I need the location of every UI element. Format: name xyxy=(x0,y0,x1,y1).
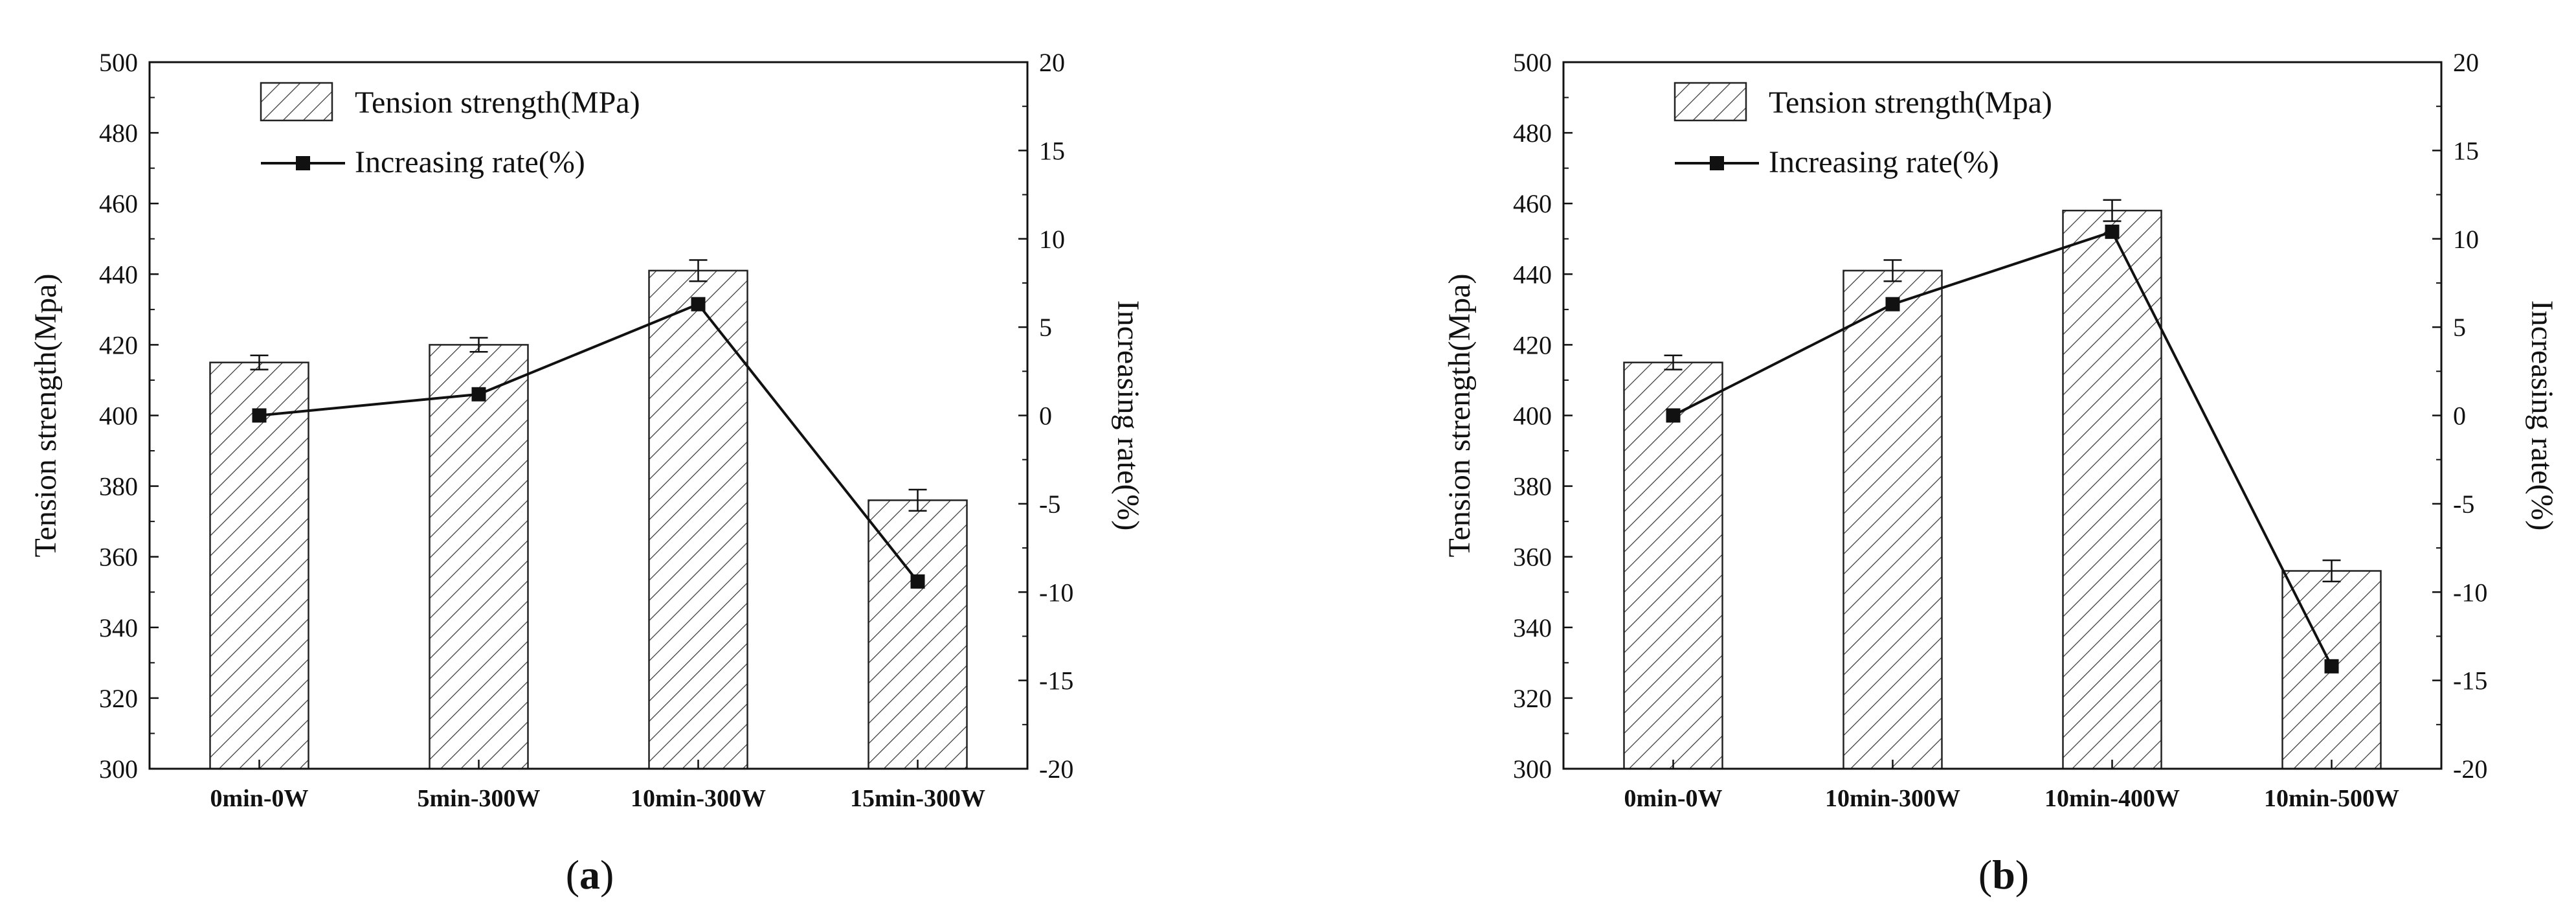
left-tick-label: 320 xyxy=(1513,684,1552,713)
line-point xyxy=(252,408,267,423)
right-tick-label: -10 xyxy=(1039,578,1073,607)
left-tick-label: 320 xyxy=(99,684,138,713)
right-tick-label: -10 xyxy=(2453,578,2487,607)
panel-label: (b) xyxy=(1978,852,2029,898)
right-tick-label: -20 xyxy=(2453,754,2487,784)
x-tick-label: 0min-0W xyxy=(210,785,309,812)
left-tick-label: 300 xyxy=(1513,754,1552,784)
line-point xyxy=(2324,659,2339,674)
right-tick-label: 5 xyxy=(2453,313,2466,342)
x-tick-label: 10min-400W xyxy=(2044,785,2180,812)
legend-line-marker xyxy=(296,156,310,170)
left-tick-label: 380 xyxy=(99,472,138,501)
left-tick-label: 460 xyxy=(99,189,138,218)
panel-paren-open: ( xyxy=(1978,852,1992,898)
x-tick-label: 0min-0W xyxy=(1624,785,1723,812)
left-tick-label: 460 xyxy=(1513,189,1552,218)
right-tick-label: 20 xyxy=(2453,48,2479,77)
left-tick-label: 360 xyxy=(99,543,138,572)
left-tick-label: 340 xyxy=(1513,613,1552,642)
y-axis-right-title: Increasing rate(%) xyxy=(2525,301,2559,531)
right-tick-label: 20 xyxy=(1039,48,1065,77)
bar xyxy=(1842,269,1943,770)
right-tick-label: -15 xyxy=(1039,666,1073,696)
right-tick-label: 10 xyxy=(2453,225,2479,254)
left-tick-label: 500 xyxy=(99,48,138,77)
legend-line-label: Increasing rate(%) xyxy=(1769,145,1999,179)
left-tick-label: 360 xyxy=(1513,543,1552,572)
x-tick-label: 10min-300W xyxy=(1825,785,1960,812)
panel-letter: b xyxy=(1992,852,2015,898)
panel-paren-close: ) xyxy=(600,852,614,898)
panel-label: (a) xyxy=(566,852,614,898)
x-tick-label: 5min-300W xyxy=(418,785,541,812)
line-point xyxy=(1885,297,1900,312)
right-tick-label: 15 xyxy=(1039,136,1065,165)
right-tick-label: 15 xyxy=(2453,136,2479,165)
bar xyxy=(1623,361,1723,770)
left-tick-label: 400 xyxy=(99,402,138,431)
legend-bar-label: Tension strength(Mpa) xyxy=(1769,85,2052,120)
line-point xyxy=(1666,408,1681,423)
left-tick-label: 340 xyxy=(99,613,138,642)
left-tick-label: 440 xyxy=(99,260,138,289)
panel-paren-open: ( xyxy=(566,852,579,898)
right-tick-label: -5 xyxy=(1039,490,1060,519)
panel-paren-close: ) xyxy=(2015,852,2029,898)
chart-panel-b: 300 320 340 360 380 400 420 440 460 480 500 -20 -15 -… xyxy=(1442,48,2559,898)
right-tick-label: -5 xyxy=(2453,490,2474,519)
chart-panel-a: 300 320 340 360 380 400 420 440 460 480 500 -20 -15 -… xyxy=(28,48,1145,898)
bar xyxy=(648,269,748,770)
legend-line-label: Increasing rate(%) xyxy=(355,145,585,179)
left-tick-label: 400 xyxy=(1513,402,1552,431)
legend-bar-swatch xyxy=(1674,82,1747,122)
left-tick-label: 480 xyxy=(99,119,138,148)
bar xyxy=(2062,209,2162,770)
right-tick-label: 0 xyxy=(2453,402,2466,431)
panel-letter: a xyxy=(579,852,600,898)
line-point xyxy=(471,387,486,402)
bar xyxy=(209,361,309,770)
right-tick-label: 5 xyxy=(1039,313,1052,342)
right-tick-label: 0 xyxy=(1039,402,1052,431)
series-line xyxy=(259,302,919,583)
bar xyxy=(868,499,968,770)
left-tick-label: 500 xyxy=(1513,48,1552,77)
left-tick-label: 420 xyxy=(1513,330,1552,359)
legend-bar-swatch xyxy=(260,82,333,122)
legend-line-marker xyxy=(1710,156,1724,170)
series-line xyxy=(1672,230,2333,667)
left-tick-label: 420 xyxy=(99,330,138,359)
y-axis-left-title: Tension strength(Mpa) xyxy=(1442,274,1477,558)
left-tick-label: 480 xyxy=(1513,119,1552,148)
bar xyxy=(429,344,529,770)
left-tick-label: 440 xyxy=(1513,260,1552,289)
right-tick-label: -15 xyxy=(2453,666,2487,696)
x-tick-label: 15min-300W xyxy=(850,785,985,812)
left-tick-label: 300 xyxy=(99,754,138,784)
right-tick-label: -20 xyxy=(1039,754,1073,784)
x-tick-label: 10min-500W xyxy=(2264,785,2399,812)
right-tick-label: 10 xyxy=(1039,225,1065,254)
line-point xyxy=(691,297,706,312)
line-point xyxy=(2105,224,2120,239)
x-tick-label: 10min-300W xyxy=(631,785,766,812)
y-axis-left-title: Tension strength(Mpa) xyxy=(28,274,63,558)
y-axis-right-title: Increasing rate(%) xyxy=(1111,301,1145,531)
legend-bar-label: Tension strength(MPa) xyxy=(355,85,640,120)
left-tick-label: 380 xyxy=(1513,472,1552,501)
line-point xyxy=(910,574,925,589)
